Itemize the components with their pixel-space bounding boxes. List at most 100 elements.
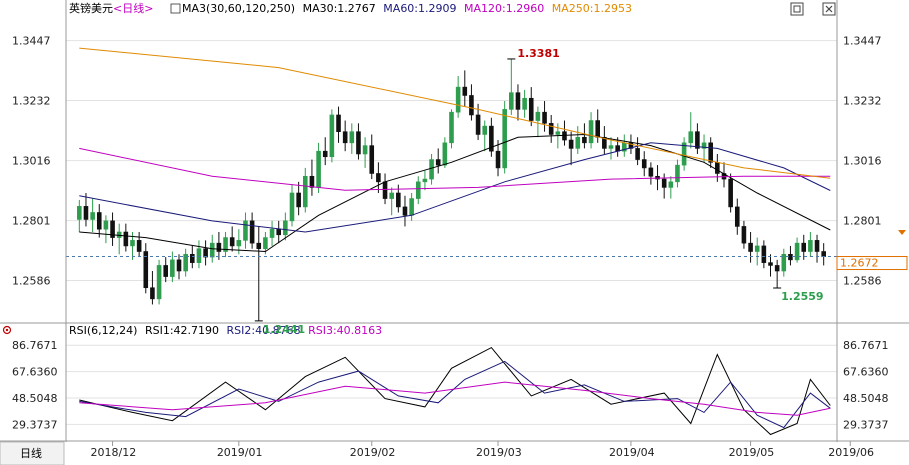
period-label: 日线	[122, 1, 144, 15]
candle-body	[602, 136, 607, 149]
candle-body	[362, 145, 368, 155]
candle-body	[329, 114, 335, 158]
candle-body	[788, 253, 793, 261]
candle-body	[349, 131, 355, 144]
candle-body	[302, 175, 308, 208]
candle-body	[190, 253, 195, 263]
candle-body	[382, 181, 388, 199]
date-tick-label: 2019/04	[609, 446, 655, 459]
rsi1-value: RSI1:42.7190	[145, 324, 219, 337]
rsi2-line	[79, 360, 831, 429]
candle-body	[429, 159, 434, 180]
candle-body	[236, 240, 242, 247]
rsi-tick-left: 86.7671	[12, 339, 58, 352]
candle-body	[249, 220, 255, 244]
rsi-tick-right: 48.5048	[843, 392, 889, 405]
candle-body	[183, 253, 188, 272]
rsi-tick-left: 29.3737	[12, 418, 58, 431]
candle-body	[322, 150, 328, 158]
period-tab[interactable]	[0, 441, 65, 465]
candle-body	[808, 240, 813, 252]
candle-body	[548, 123, 554, 135]
candle-body	[409, 198, 414, 216]
current-price-marker-icon	[898, 230, 906, 235]
high-annotation: 1.3381	[517, 47, 559, 60]
candle-body	[123, 231, 129, 247]
price-tick-left: 1.2586	[12, 274, 51, 287]
rsi3-line	[79, 381, 831, 416]
date-tick-label: 2019/05	[729, 446, 775, 459]
rsi1-line	[79, 346, 831, 436]
candle-body	[701, 142, 707, 149]
candle-body	[635, 148, 640, 160]
candle-body	[509, 92, 514, 110]
candle-body	[708, 142, 713, 163]
current-price-label: 1.2672	[840, 257, 879, 270]
candle-body	[90, 212, 95, 220]
rsi-settings-icon[interactable]	[2, 325, 12, 335]
ma-header-label: MA3(30,60,120,250)	[182, 2, 295, 15]
candle-body	[296, 192, 301, 208]
candle-body	[528, 97, 534, 121]
candle-body	[715, 162, 720, 174]
candle-body	[415, 181, 421, 199]
current-price-box	[836, 256, 908, 271]
rsi-tick-right: 29.3737	[843, 418, 889, 431]
date-tick-label: 2018/12	[91, 446, 137, 459]
candle-body	[814, 240, 820, 252]
date-tick-label: 2019/02	[350, 446, 396, 459]
candle-body	[170, 259, 175, 277]
candle-body	[163, 265, 169, 277]
candle-body	[522, 97, 527, 110]
candle-body	[196, 248, 202, 263]
period-tab-label: 日线	[20, 446, 42, 460]
candle-body	[402, 206, 408, 216]
low-annotation-b: 1.2559	[781, 290, 823, 303]
candle-body	[668, 181, 674, 188]
candle-body	[489, 125, 494, 152]
candle-body	[263, 237, 268, 250]
ma120-value: MA120:1.2960	[464, 2, 544, 15]
ma30-value: MA30:1.2767	[303, 2, 376, 15]
close-icon[interactable]	[822, 2, 836, 16]
ma-settings-icon[interactable]	[170, 3, 181, 14]
price-tick-right: 1.3016	[843, 155, 882, 168]
candle-body	[661, 178, 667, 188]
candle-body	[316, 150, 321, 188]
price-tick-right: 1.3232	[843, 94, 882, 107]
rsi3-value: RSI3:40.8163	[308, 324, 382, 337]
candle-body	[741, 226, 747, 244]
candle-body	[369, 145, 375, 174]
rsi-tick-right: 86.7671	[843, 339, 889, 352]
candle-body	[176, 259, 182, 272]
candle-body	[283, 220, 288, 236]
candle-body	[555, 131, 561, 135]
candle-body	[768, 262, 773, 266]
candle-body	[216, 242, 222, 252]
price-tick-right: 1.3447	[843, 35, 882, 48]
ma250-line	[79, 47, 831, 179]
candle-body	[96, 212, 102, 230]
candle-body	[628, 142, 634, 149]
candle-body	[269, 228, 275, 238]
candle-body	[695, 131, 700, 149]
candle-body	[77, 206, 82, 220]
ma-header: MA3(30,60,120,250) MA30:1.2767 MA60:1.29…	[182, 2, 632, 15]
candle-body	[150, 287, 155, 300]
candle-body	[276, 228, 281, 236]
candle-body	[748, 242, 753, 252]
candle-body	[203, 248, 208, 258]
rsi2-value: RSI2:40.8768	[227, 324, 301, 337]
ma250-value: MA250:1.2953	[552, 2, 632, 15]
candle-body	[475, 114, 481, 135]
candle-body	[688, 131, 694, 144]
candle-body	[801, 242, 807, 252]
candle-body	[455, 86, 461, 113]
candle-body	[376, 173, 381, 183]
restore-icon[interactable]	[790, 2, 804, 16]
price-tick-right: 1.2801	[843, 215, 882, 228]
candle-body	[681, 142, 687, 166]
candle-body	[442, 142, 448, 166]
candle-body	[103, 220, 109, 230]
